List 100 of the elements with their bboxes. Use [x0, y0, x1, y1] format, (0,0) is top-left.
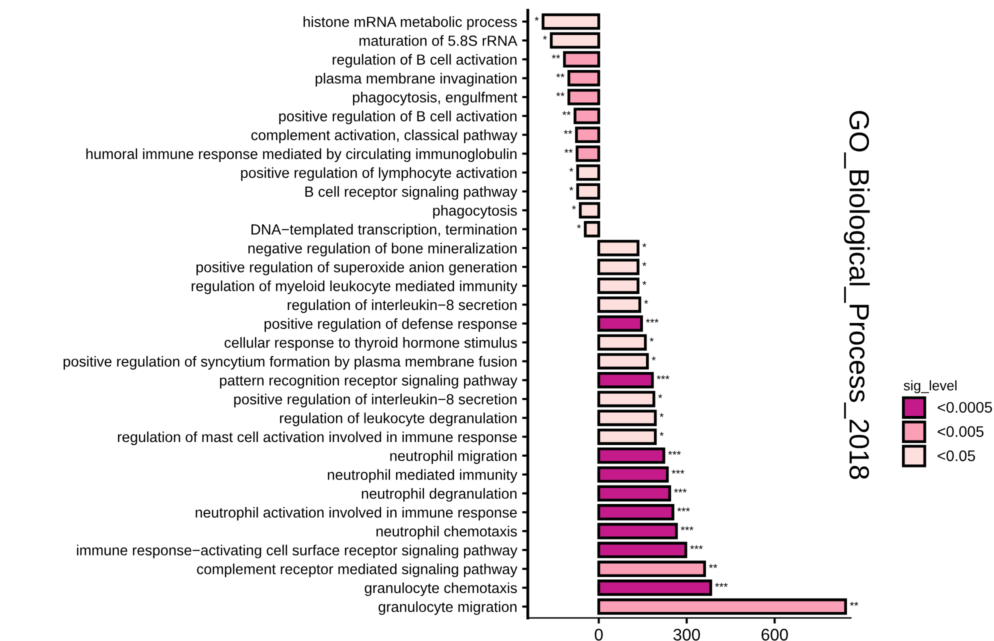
bar: [597, 504, 674, 520]
data-label: **: [562, 111, 571, 116]
y-tick-label: complement receptor mediated signaling pathway: [197, 564, 518, 578]
legend-label: <0.0005: [938, 402, 992, 413]
text: GO_Biological_Process_2018: [844, 110, 870, 479]
y-tick-label: histone mRNA metabolic process: [304, 16, 517, 30]
bar: [597, 372, 654, 388]
legend-label: <0.05: [938, 450, 976, 462]
bar: [597, 485, 672, 502]
bar: [597, 410, 657, 426]
bar: [550, 32, 600, 49]
data-label: *: [542, 36, 547, 40]
data-label: *: [642, 243, 646, 248]
data-label: **: [708, 564, 718, 568]
y-tick-label: phagocytosis, engulfment: [352, 92, 518, 106]
data-label: *: [660, 413, 664, 418]
data-label: ***: [646, 318, 659, 323]
y-tick-label: neutrophil activation involved in immune response: [196, 506, 517, 521]
y-tick-label: complement activation, classical pathway: [251, 130, 518, 144]
bar: [597, 560, 706, 578]
data-label: ***: [672, 470, 684, 474]
bar: [597, 296, 642, 313]
bar: [542, 13, 600, 30]
bar: [576, 145, 600, 162]
y-tick-label: regulation of interleukin−8 secretion: [288, 299, 516, 313]
data-label: **: [556, 92, 565, 96]
bar: [597, 334, 647, 351]
y-tick-label: cellular response to thyroid hormone stimulus: [224, 337, 517, 351]
y-tick-label: immune response−activating cell surface receptor signaling pathway: [77, 544, 518, 558]
y-tick-label: pattern recognition receptor signaling pathway: [220, 374, 518, 388]
y-tick-label: positive regulation of lymphocyte activation: [241, 167, 516, 181]
x-tick-label: 0: [594, 628, 603, 641]
data-label: **: [850, 602, 858, 606]
y-tick-label: B cell receptor signaling pathway: [305, 186, 518, 200]
y-tick-label: positive regulation of superoxide anion generation: [196, 262, 516, 276]
data-label: *: [572, 206, 576, 210]
data-label: *: [644, 300, 648, 304]
bar: [597, 466, 669, 483]
bar: [597, 598, 847, 615]
bar: [597, 258, 640, 276]
y-tick-label: neutrophil degranulation: [362, 488, 516, 502]
bar: [597, 428, 657, 445]
bar: [578, 202, 600, 218]
y-tick-label: plasma membrane invagination: [316, 72, 516, 87]
data-label: ***: [715, 582, 728, 587]
data-label: **: [552, 54, 560, 58]
bar: [584, 220, 600, 238]
data-label: *: [642, 262, 646, 266]
y-tick-label: granulocyte migration: [378, 601, 516, 615]
data-label: ***: [668, 450, 681, 455]
bar: [597, 447, 666, 464]
bar: [576, 164, 600, 181]
y-tick-label: DNA−templated transcription, termination: [252, 224, 516, 238]
bar: [597, 522, 678, 540]
x-tick-label: 600: [762, 628, 788, 641]
bar: [575, 126, 600, 143]
bar: [597, 278, 640, 294]
y-tick-label: regulation of myeloid leukocyte mediated immunity: [192, 280, 518, 294]
y-tick-label: neutrophil migration: [390, 450, 516, 464]
data-label: ***: [674, 488, 687, 492]
y-tick-label: maturation of 5.8S rRNA: [360, 35, 518, 46]
bar: [563, 51, 600, 68]
data-label: **: [556, 73, 565, 78]
y-tick-label: positive regulation of syncytium formation by plasma membrane fusion: [64, 356, 516, 370]
y-tick-label: neutrophil chemotaxis: [376, 526, 517, 540]
y-tick-label: negative regulation of bone mineralization: [248, 242, 516, 256]
data-label: ***: [690, 545, 703, 550]
bar: [567, 70, 600, 86]
bar: [597, 542, 688, 558]
bar: [597, 315, 643, 332]
y-tick-label: humoral immune response mediated by circulating immunoglobulin: [86, 148, 516, 162]
data-label: *: [576, 224, 581, 228]
y-tick-label: neutrophil mediated immunity: [328, 469, 518, 483]
legend-label: <0.005: [938, 426, 984, 437]
data-label: **: [564, 148, 573, 153]
bar: [597, 353, 649, 370]
x-tick-label: 300: [673, 628, 700, 641]
bar: [597, 390, 656, 408]
bar: [574, 108, 600, 124]
data-label: *: [650, 338, 654, 342]
y-tick-label: positive regulation of B cell activation: [279, 110, 516, 124]
data-label: **: [564, 130, 572, 134]
y-tick-label: positive regulation of defense response: [264, 318, 517, 332]
data-label: ***: [680, 526, 694, 530]
bar: [597, 240, 640, 256]
legend-title: sig_level: [904, 380, 956, 394]
data-label: *: [660, 432, 664, 436]
y-tick-label: regulation of mast cell activation involved in immune response: [118, 431, 517, 446]
y-tick-label: granulocyte chemotaxis: [364, 582, 517, 596]
bar: [597, 580, 712, 596]
bar: [576, 183, 600, 200]
bar: [567, 88, 600, 106]
data-label: *: [534, 16, 539, 21]
data-label: ***: [677, 507, 690, 512]
data-label: *: [569, 168, 574, 172]
data-label: *: [642, 281, 646, 285]
data-label: *: [652, 356, 656, 360]
y-tick-label: phagocytosis: [433, 205, 517, 219]
y-tick-label: positive regulation of interleukin−8 secretion: [234, 394, 516, 408]
y-tick-label: regulation of leukocyte degranulation: [280, 412, 516, 426]
